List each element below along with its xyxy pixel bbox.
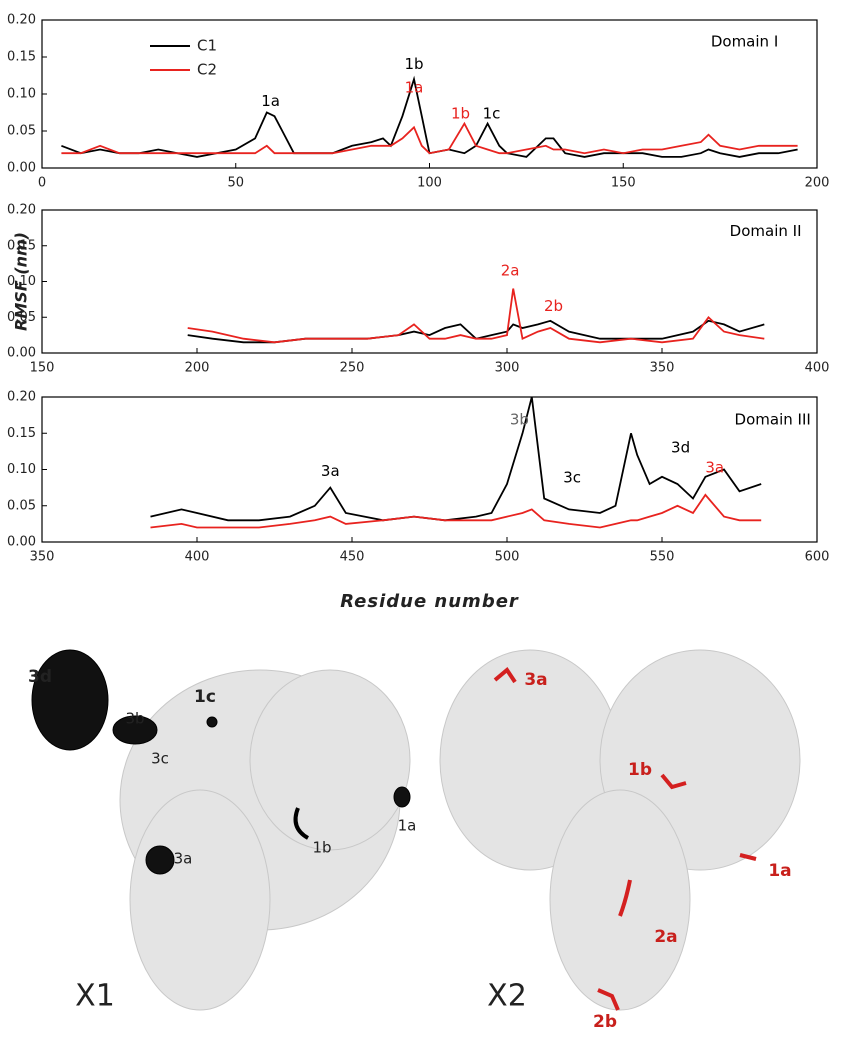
region-label: 3a: [524, 670, 547, 690]
y-tick-label: 0.05: [7, 498, 36, 513]
region-label: 1c: [194, 687, 216, 707]
region-label: 3c: [151, 750, 169, 768]
x-axis-label: Residue number: [340, 591, 519, 612]
annotation: 3a: [321, 462, 340, 480]
annotation: 1c: [483, 104, 501, 122]
y-axis-label: RMSF (nm): [12, 232, 31, 331]
annotation: 2a: [501, 261, 520, 279]
x-tick-label: 400: [185, 550, 210, 565]
annotation: 2b: [544, 297, 563, 315]
series-line: [61, 121, 798, 155]
structure-title: X2: [487, 979, 527, 1014]
annotation: 1b: [451, 104, 470, 122]
annotation: 3d: [671, 438, 690, 456]
series-line: [187, 288, 765, 344]
annotation: 3c: [563, 469, 581, 487]
plot-frame: [41, 19, 818, 169]
y-tick-label: 0.10: [7, 87, 36, 102]
region-label: 1b: [628, 760, 652, 780]
annotation: Domain III: [735, 411, 811, 429]
x-tick-label: 450: [340, 550, 365, 565]
y-tick-label: 0.05: [7, 124, 36, 139]
x-tick-label: 50: [227, 176, 244, 191]
y-tick-label: 0.00: [7, 161, 36, 176]
region-label: 3d: [28, 667, 52, 687]
x-tick-label: 0: [38, 176, 46, 191]
x-tick-label: 500: [495, 550, 520, 565]
legend-label: C2: [197, 61, 217, 79]
region-label: 1a: [398, 817, 417, 835]
region-label: 1a: [768, 861, 791, 881]
y-tick-label: 0.00: [7, 346, 36, 361]
y-tick-label: 0.10: [7, 274, 36, 289]
y-tick-label: 0.20: [7, 390, 36, 405]
plot-frame: [41, 396, 818, 543]
region-label: 1b: [312, 839, 331, 857]
y-tick-label: 0.15: [7, 426, 36, 441]
annotation: 1b: [404, 55, 423, 73]
series-line: [150, 396, 762, 522]
legend-label: C1: [197, 37, 217, 55]
series-line: [150, 493, 762, 529]
x-tick-label: 150: [611, 176, 636, 191]
y-tick-label: 0.05: [7, 310, 36, 325]
x-tick-label: 300: [495, 361, 520, 376]
y-tick-label: 0.00: [7, 535, 36, 550]
y-tick-label: 0.20: [7, 13, 36, 28]
annotation: Domain II: [730, 222, 802, 240]
region-label: 3b: [125, 710, 144, 728]
y-tick-label: 0.10: [7, 462, 36, 477]
x-tick-label: 350: [650, 361, 675, 376]
plot-frame: [41, 209, 818, 354]
annotation: Domain I: [711, 33, 778, 51]
x-tick-label: 550: [650, 550, 675, 565]
region-label: 2a: [654, 927, 677, 947]
x-tick-label: 400: [805, 361, 830, 376]
x-tick-label: 250: [340, 361, 365, 376]
y-tick-label: 0.20: [7, 203, 36, 218]
x-tick-label: 150: [30, 361, 55, 376]
annotation: 3b: [510, 411, 529, 429]
structure-title: X1: [75, 979, 115, 1014]
x-tick-label: 350: [30, 550, 55, 565]
annotation: 1a: [405, 79, 424, 97]
annotation: 3a: [705, 459, 724, 477]
x-tick-label: 200: [185, 361, 210, 376]
y-tick-label: 0.15: [7, 50, 36, 65]
structure-x2: [439, 649, 801, 1011]
x-tick-label: 200: [805, 176, 830, 191]
x-tick-label: 600: [805, 550, 830, 565]
structure-x1: [31, 649, 411, 1011]
annotation: 1a: [261, 92, 280, 110]
y-tick-label: 0.15: [7, 238, 36, 253]
x-tick-label: 100: [417, 176, 442, 191]
region-label: 3a: [174, 850, 193, 868]
region-label: 2b: [593, 1012, 617, 1032]
